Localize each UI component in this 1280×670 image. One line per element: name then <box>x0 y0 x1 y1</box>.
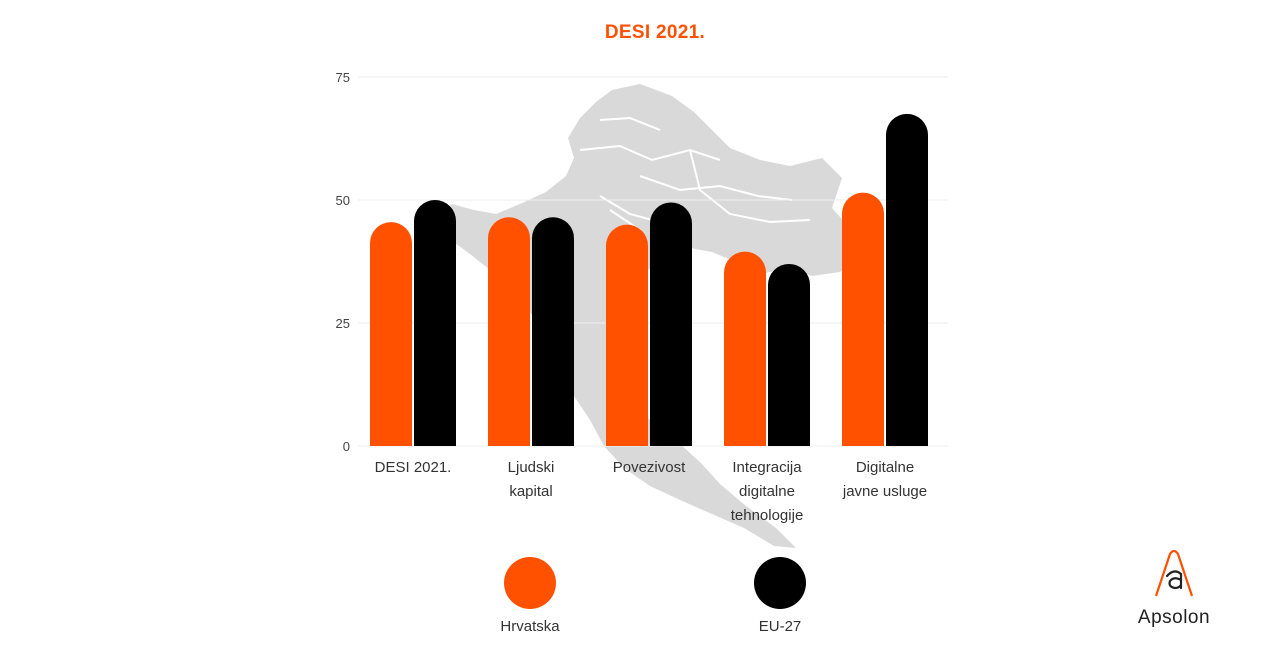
logo-text: Apsolon <box>1137 607 1211 628</box>
croatia-map-borders <box>579 116 811 251</box>
x-tick-label-line: Povezivost <box>613 459 686 476</box>
legend-label-hrvatska: Hrvatska <box>500 618 560 635</box>
y-tick-label: 75 <box>336 70 350 85</box>
x-tick-label: Ljudski kapital <box>508 459 555 500</box>
chart-title: DESI 2021. <box>604 22 706 43</box>
x-tick-label: Integracija digitalne tehnologije <box>731 459 804 524</box>
bar-hrvatska-2[interactable] <box>606 224 648 446</box>
x-tick-label-line: digitalne <box>739 483 795 500</box>
legend-item-eu27[interactable]: EU-27 <box>720 557 840 635</box>
apsolon-logo-icon <box>1154 549 1194 597</box>
bar-eu27-3[interactable] <box>768 263 810 446</box>
legend-label-eu27: EU-27 <box>758 618 802 635</box>
legend-swatch-eu27 <box>754 557 806 609</box>
x-tick-label-line: Ljudski <box>508 459 555 476</box>
y-tick-label: 50 <box>336 193 350 208</box>
bar-hrvatska-3[interactable] <box>724 251 766 446</box>
x-tick-label: Digitalne javne usluge <box>842 459 927 500</box>
x-tick-label-line: javne usluge <box>842 483 927 500</box>
x-tick-label: Povezivost <box>613 459 686 476</box>
x-tick-label-line: Digitalne <box>856 459 914 476</box>
x-tick-label-line: tehnologije <box>731 507 804 524</box>
bar-eu27-0[interactable] <box>414 200 456 446</box>
bar-hrvatska-0[interactable] <box>370 222 412 446</box>
bar-eu27-1[interactable] <box>532 217 574 446</box>
x-tick-label-line: kapital <box>509 483 552 500</box>
apsolon-logo: Apsolon <box>1126 548 1222 629</box>
bars <box>370 113 928 447</box>
bar-eu27-4[interactable] <box>886 113 928 447</box>
y-axis-ticks: 0 25 50 75 <box>336 70 350 454</box>
y-tick-label: 25 <box>336 316 350 331</box>
x-tick-label: DESI 2021. <box>375 459 452 476</box>
bar-hrvatska-1[interactable] <box>488 217 530 446</box>
legend-item-hrvatska[interactable]: Hrvatska <box>470 557 590 635</box>
bar-eu27-2[interactable] <box>650 202 692 446</box>
x-tick-label-line: DESI 2021. <box>375 459 452 476</box>
bar-hrvatska-4[interactable] <box>842 192 884 446</box>
x-axis-ticks: DESI 2021. Ljudski kapital Povezivost Integr… <box>375 459 927 524</box>
x-tick-label-line: Integracija <box>732 459 802 476</box>
legend-swatch-hrvatska <box>504 557 556 609</box>
y-tick-label: 0 <box>343 439 350 454</box>
